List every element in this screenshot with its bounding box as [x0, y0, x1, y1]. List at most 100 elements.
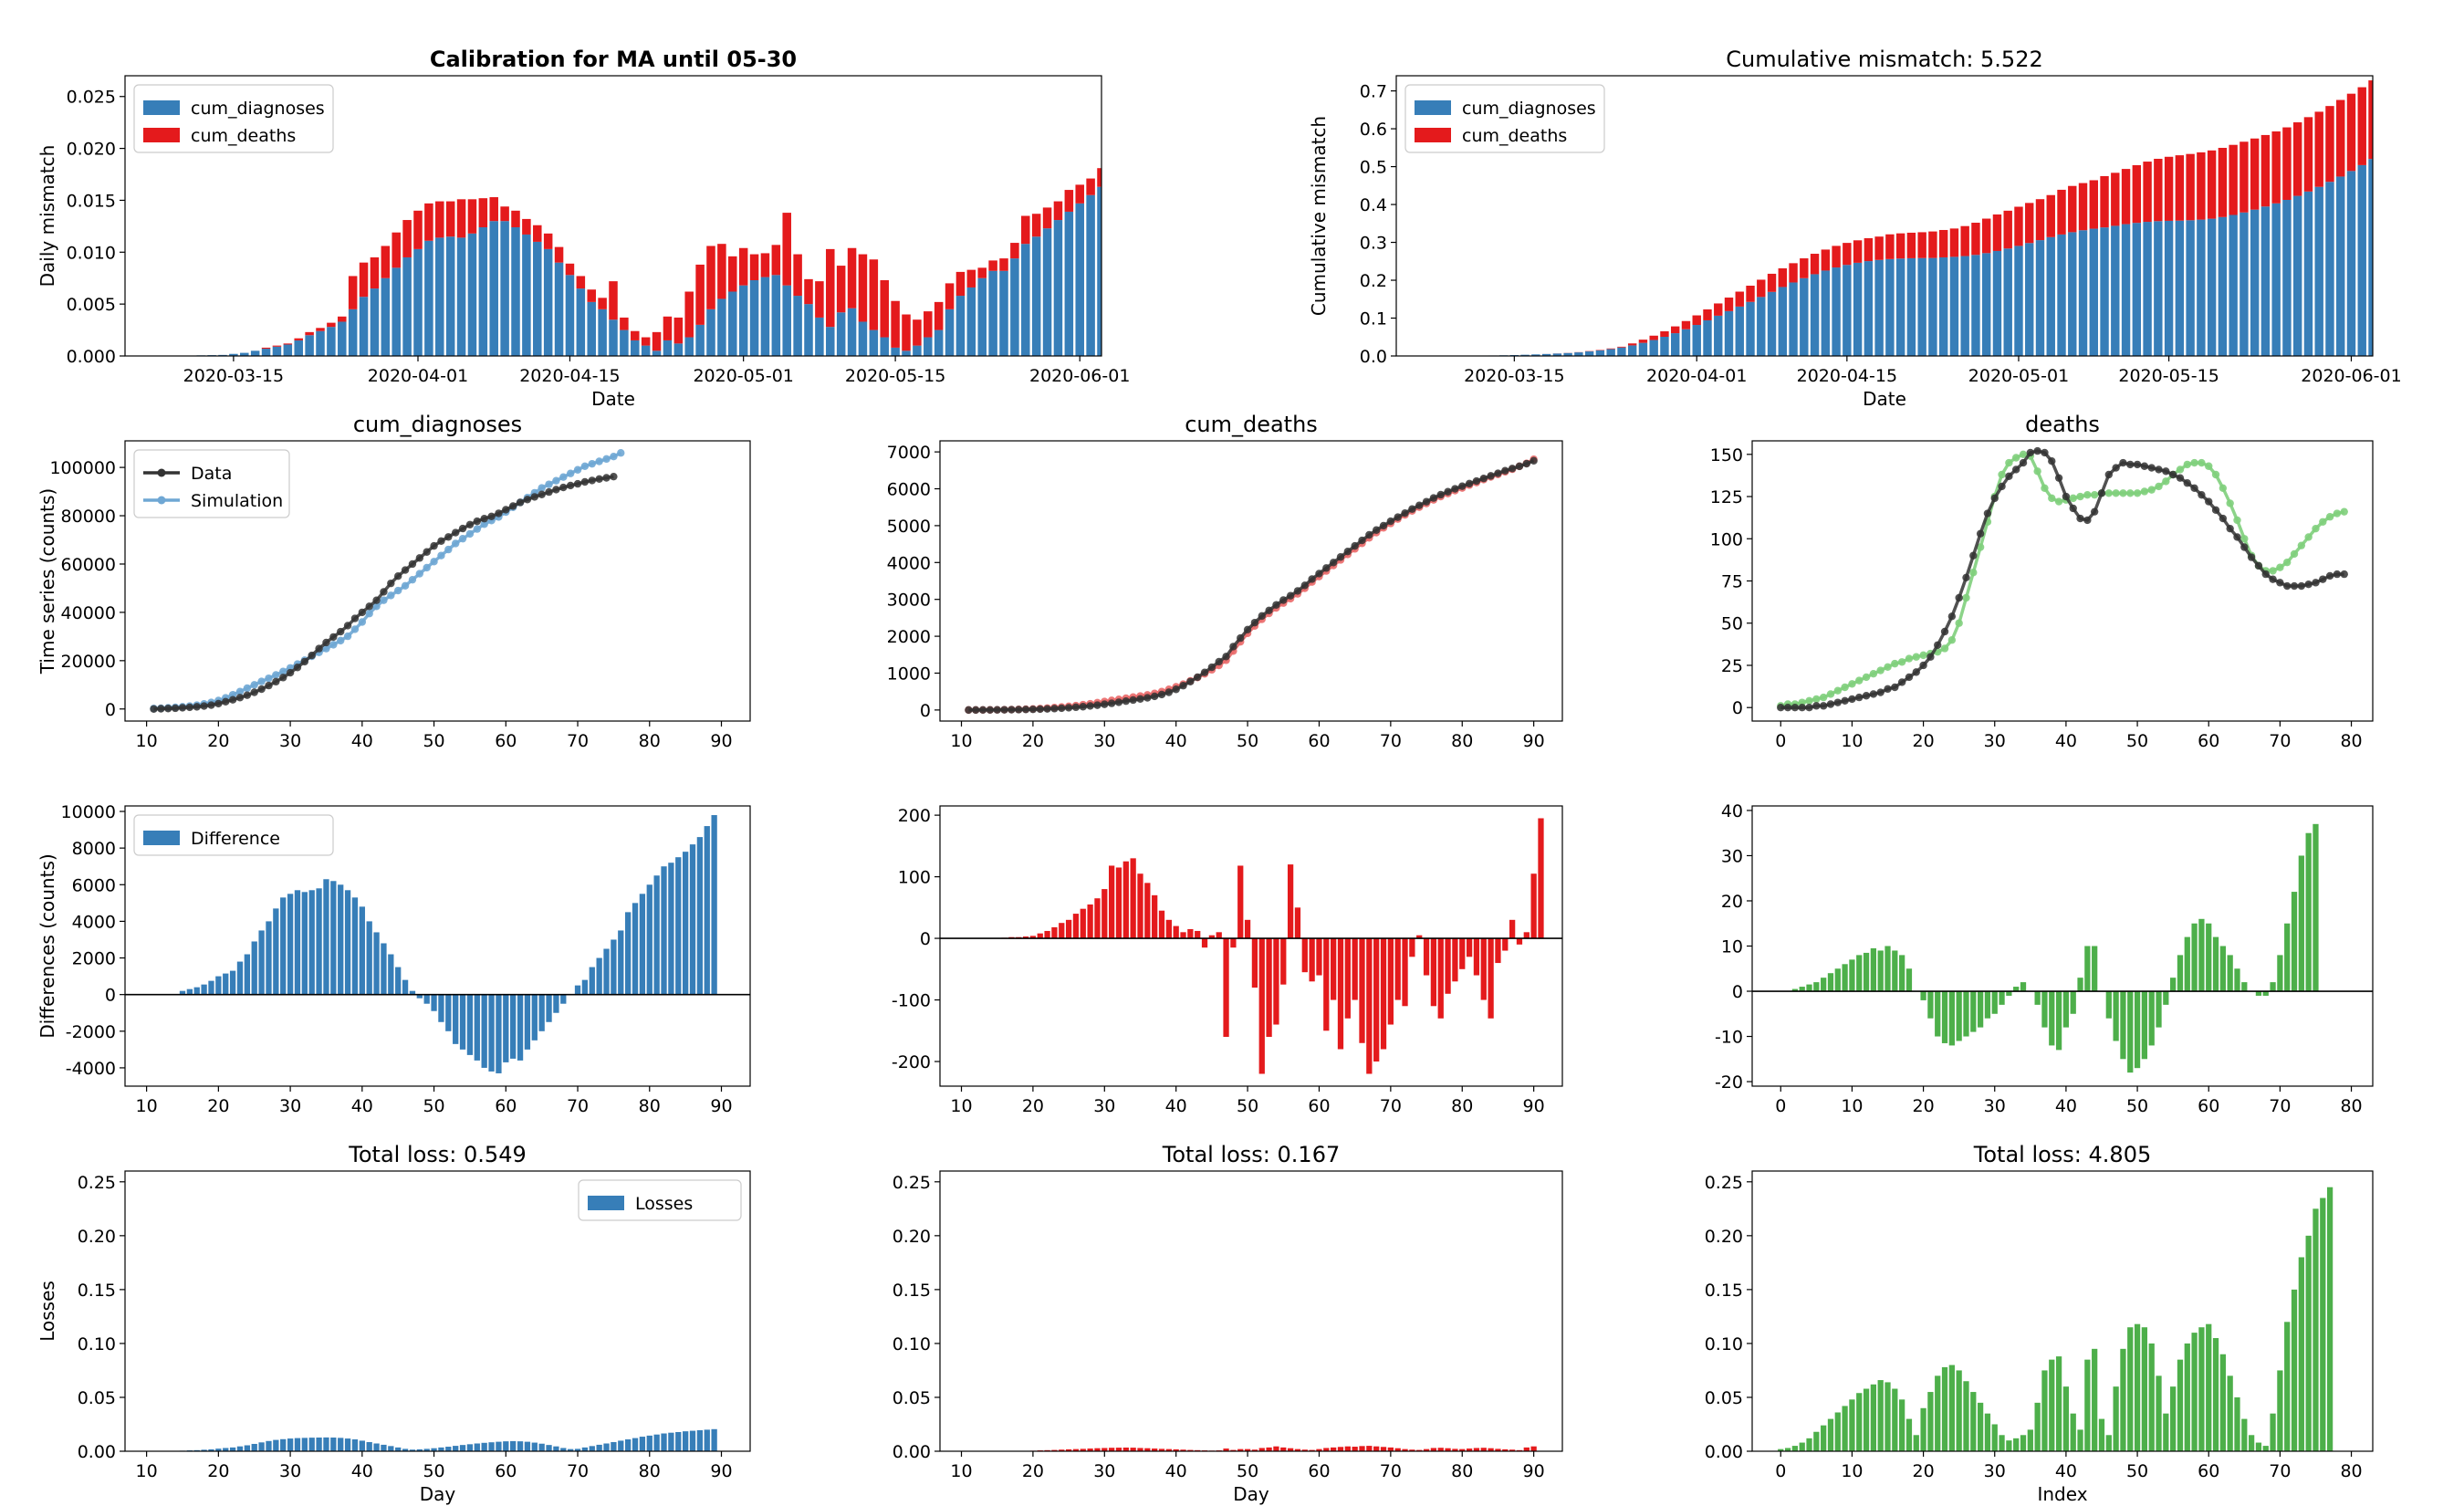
point-data-15: [1884, 685, 1892, 694]
bar-38: [1237, 1448, 1244, 1451]
bar-cum_diagnoses-80: [2314, 186, 2323, 356]
bar-cum_diagnoses-47: [684, 337, 694, 356]
bar-cum_diagnoses-38: [587, 301, 596, 356]
bar-cum_deaths-12: [305, 331, 314, 336]
bar-cum_diagnoses-19: [381, 277, 391, 356]
bar-cum_deaths-50: [717, 244, 726, 299]
point-data-27: [1157, 690, 1166, 699]
plot-area: [1752, 823, 2373, 1073]
bar-7: [201, 1449, 207, 1451]
bar-34: [2020, 982, 2027, 992]
point-data-69: [2269, 575, 2277, 583]
bar-15: [1072, 914, 1080, 939]
legend-swatch: [143, 100, 180, 115]
bar-cum_diagnoses-81: [1053, 220, 1063, 356]
x-tick-label: 50: [423, 1096, 444, 1116]
point-data-43: [2083, 516, 2092, 525]
bar-42: [2077, 978, 2083, 992]
bar-12: [1051, 926, 1058, 939]
point-data-63: [2226, 524, 2234, 533]
bar-cum_diagnoses-75: [988, 270, 997, 356]
bar-cum_diagnoses-18: [370, 288, 380, 356]
point-data-56: [2176, 474, 2185, 482]
bar-22: [308, 890, 315, 995]
bar-67: [632, 1438, 639, 1451]
point-data-25: [329, 633, 338, 642]
bar-28: [1977, 991, 1984, 1028]
x-tick-label: 60: [2198, 731, 2219, 751]
point-simulation-39: [430, 558, 438, 566]
bar-10: [1037, 933, 1043, 939]
bar-46: [1294, 1448, 1301, 1451]
bar-52: [1337, 938, 1344, 1050]
point-data-16: [265, 681, 273, 690]
bar-57: [1373, 1446, 1380, 1451]
x-axis-label: Date: [1863, 388, 1906, 410]
bar-20: [1109, 1448, 1115, 1451]
bar-6: [193, 987, 200, 995]
bar-37: [416, 994, 423, 999]
bar-cum_diagnoses-75: [2260, 206, 2271, 356]
bar-18: [1094, 1448, 1101, 1451]
point-simulation-15: [257, 677, 266, 685]
bar-64: [1423, 1448, 1430, 1451]
bar-cum_diagnoses-42: [1906, 257, 1916, 356]
bar-cum_deaths-31: [1789, 263, 1798, 283]
bar-32: [2006, 1440, 2012, 1451]
point-simulation-54: [538, 484, 546, 492]
bar-74: [682, 1431, 689, 1451]
bar-65: [1430, 938, 1437, 1007]
bar-41: [445, 1447, 452, 1451]
plot-area: [1777, 446, 2348, 712]
bar-67: [1445, 938, 1451, 994]
point-simulation-11: [1855, 676, 1864, 685]
bar-60: [1394, 1448, 1401, 1451]
bar-51: [2141, 1327, 2148, 1451]
y-tick-label: 0.05: [893, 1388, 931, 1408]
axes-frame: [124, 440, 751, 722]
bar-36: [2034, 1402, 2041, 1451]
bar-24: [1137, 873, 1143, 939]
bar-cum_deaths-24: [435, 201, 444, 238]
bar-cum_deaths-81: [1053, 201, 1063, 221]
bar-65: [2241, 982, 2248, 992]
point-simulation-48: [2119, 489, 2127, 497]
bar-27: [344, 1438, 351, 1451]
bar-cum_diagnoses-83: [1075, 203, 1084, 356]
bar-17: [273, 908, 279, 995]
bar-66: [2249, 1435, 2255, 1451]
bar-63: [1416, 935, 1423, 939]
point-simulation-50: [2133, 489, 2142, 497]
x-tick-label: 20: [1022, 1096, 1044, 1116]
bar-21: [301, 892, 308, 995]
bar-77: [704, 826, 710, 995]
bar-cum_diagnoses-33: [533, 241, 542, 356]
bar-4: [1806, 1438, 1812, 1451]
y-tick-label: 0.2: [1360, 271, 1387, 291]
bar-68: [1452, 1448, 1458, 1451]
y-tick-label: 0.00: [78, 1442, 116, 1462]
bar-57: [2184, 936, 2190, 992]
y-tick-label: 30: [1721, 846, 1743, 866]
x-tick-label: 30: [1984, 1096, 2006, 1116]
point-simulation-58: [566, 469, 575, 477]
point-data-47: [487, 512, 496, 521]
bar-cum_deaths-56: [2057, 189, 2066, 235]
bar-cum_diagnoses-58: [804, 304, 813, 356]
bar-cum_deaths-32: [1800, 258, 1809, 278]
bar-47: [488, 994, 495, 1072]
bar-20: [294, 1438, 301, 1451]
point-data-58: [2190, 484, 2198, 492]
bar-cum_diagnoses-55: [771, 275, 781, 356]
chart-title: Total loss: 4.805: [1973, 1142, 2151, 1167]
bar-15: [1885, 946, 1891, 992]
bar-55: [546, 1445, 552, 1451]
bar-50: [1323, 1448, 1330, 1451]
point-data-10: [222, 697, 230, 706]
bar-cum_deaths-52: [2014, 206, 2023, 246]
bar-56: [553, 1446, 559, 1451]
y-tick-label: 0.15: [1705, 1281, 1743, 1301]
bar-8: [1022, 936, 1029, 939]
bar-72: [668, 863, 674, 995]
bar-cum_deaths-23: [424, 203, 433, 241]
